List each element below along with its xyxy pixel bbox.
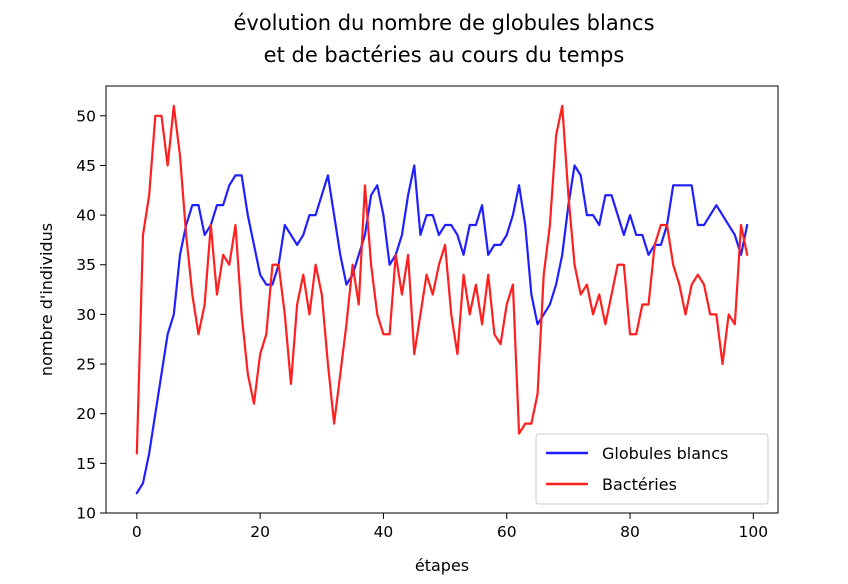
y-tick-label: 30 — [76, 306, 96, 324]
x-tick-label: 60 — [497, 523, 517, 541]
x-tick-label: 20 — [250, 523, 270, 541]
x-axis-label: étapes — [415, 556, 469, 575]
legend-box — [535, 433, 769, 505]
x-axis-ticks: 0 20 40 60 80 100 — [132, 513, 768, 541]
y-tick-label: 15 — [76, 455, 96, 473]
y-tick-label: 40 — [76, 207, 96, 225]
legend-label-bacteries: Bactéries — [602, 475, 677, 494]
y-axis-label: nombre d'individus — [37, 223, 56, 376]
y-tick-label: 10 — [76, 505, 96, 523]
chart-title-line-2: et de bactéries au cours du temps — [264, 43, 625, 67]
series-layer — [135, 104, 749, 495]
plot-frame — [105, 85, 779, 514]
series-line-globules-blancs — [135, 164, 749, 495]
y-tick-label: 45 — [76, 157, 96, 175]
chart-title-line-1: évolution du nombre de globules blancs — [233, 11, 654, 35]
y-tick-label: 35 — [76, 256, 96, 274]
x-tick-label: 80 — [620, 523, 640, 541]
x-tick-label: 0 — [132, 523, 142, 541]
legend-label-globules-blancs: Globules blancs — [602, 444, 728, 463]
chart-title: évolution du nombre de globules blancs e… — [233, 11, 654, 67]
x-tick-label: 40 — [374, 523, 394, 541]
y-tick-label: 25 — [76, 356, 96, 374]
series-line-bacteries — [135, 104, 749, 455]
y-tick-label: 20 — [76, 405, 96, 423]
x-tick-label: 100 — [739, 523, 769, 541]
legend: Globules blancs Bactéries — [535, 433, 769, 505]
y-tick-label: 50 — [76, 107, 96, 125]
y-axis-ticks: 10 15 20 25 30 35 40 45 50 — [76, 107, 106, 523]
